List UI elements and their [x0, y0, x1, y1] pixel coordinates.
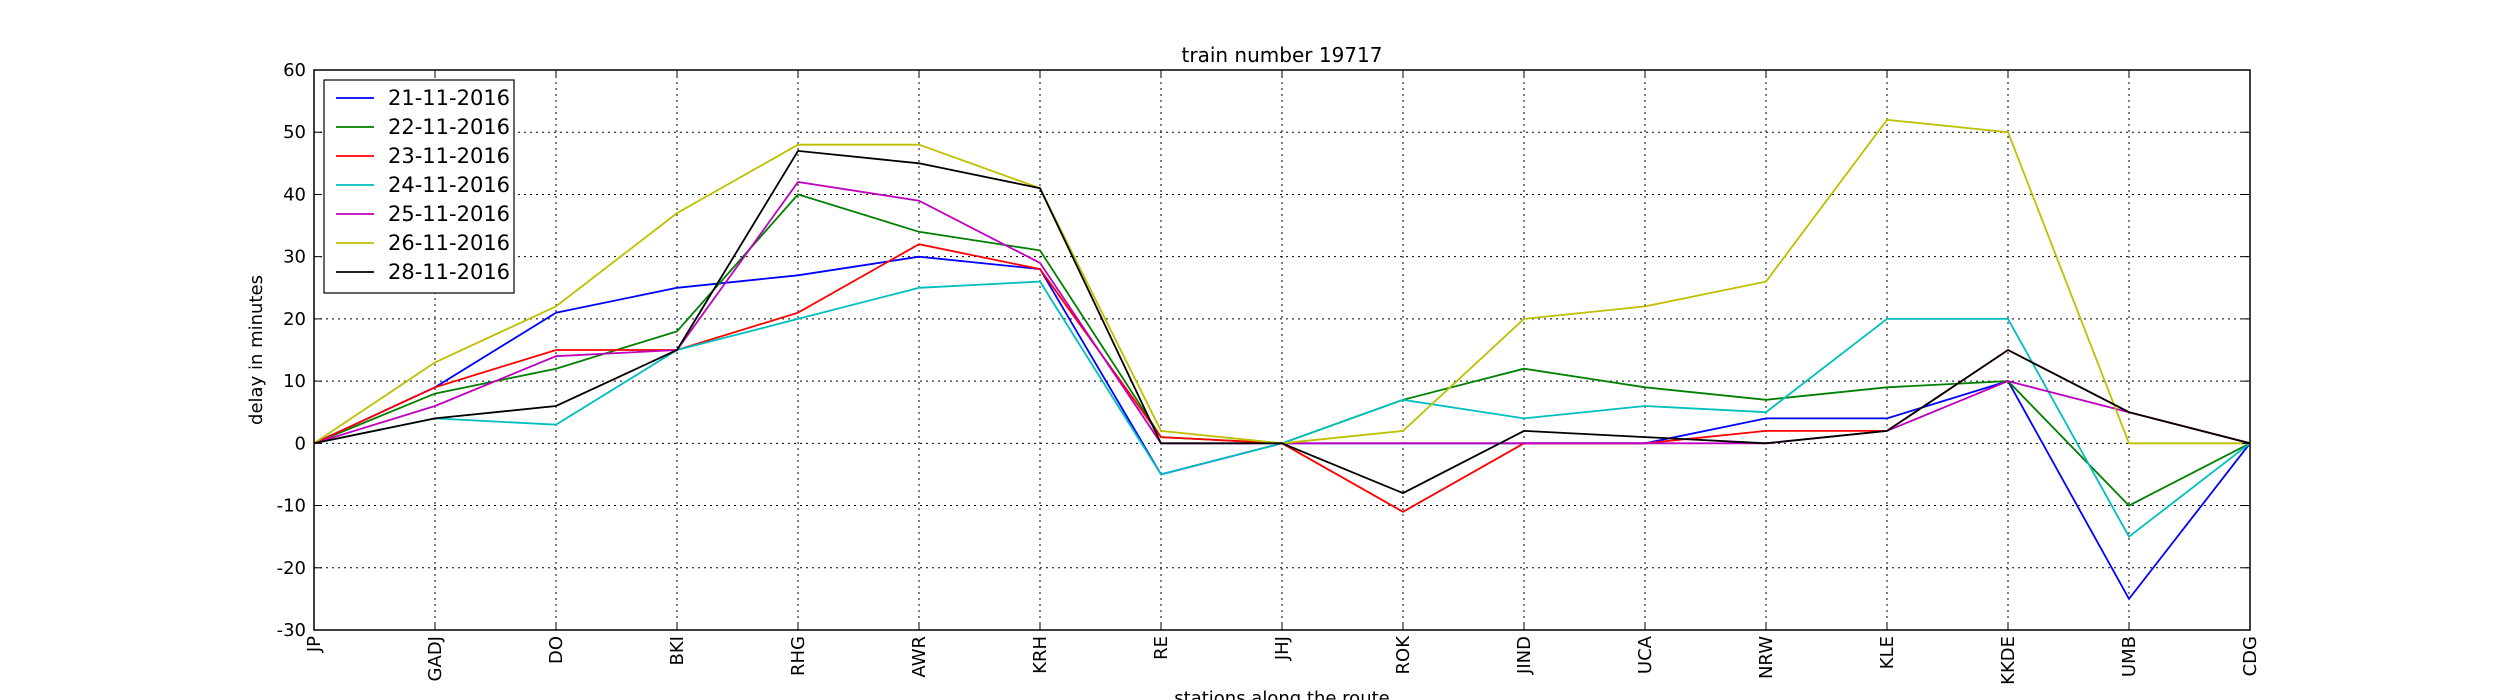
x-tick-label: KRH — [1030, 636, 1051, 674]
x-tick-label: DO — [546, 636, 567, 664]
y-tick-label: -20 — [277, 558, 306, 579]
y-tick-label: 40 — [283, 184, 306, 205]
x-tick-label: CDG — [2240, 636, 2261, 676]
legend-label: 25-11-2016 — [388, 202, 510, 226]
x-tick-label: NRW — [1756, 636, 1777, 679]
x-tick-label: JHJ — [1272, 636, 1293, 661]
x-tick-label: KKDE — [1998, 636, 2019, 685]
y-tick-label: 60 — [283, 60, 306, 81]
legend-frame — [323, 79, 515, 294]
legend-label: 22-11-2016 — [388, 115, 510, 139]
y-tick-label: 0 — [295, 433, 306, 454]
legend: 21-11-2016 22-11-2016 23-11-2016 24-11-2016… — [323, 79, 515, 294]
series-line-24-11-2016 — [313, 280, 2251, 539]
x-tick-label: JP — [304, 636, 325, 653]
x-tick-label: UMB — [2119, 636, 2140, 677]
x-tick-label: BKI — [667, 636, 688, 665]
y-axis-ticks: -30 -20 -10 0 10 20 30 40 50 60 — [277, 60, 2250, 641]
x-tick-label: KLE — [1877, 636, 1898, 669]
y-tick-label: -10 — [277, 496, 306, 517]
x-tick-label: UCA — [1635, 635, 1656, 674]
x-tick-label: GADJ — [425, 636, 446, 681]
x-tick-label: RHG — [788, 636, 809, 676]
legend-label: 28-11-2016 — [388, 260, 510, 284]
series-line-21-11-2016 — [313, 255, 2251, 601]
y-tick-label: 10 — [283, 371, 306, 392]
y-tick-label: 20 — [283, 309, 306, 330]
x-axis-label: stations along the route — [1174, 688, 1389, 700]
y-axis-label: delay in minutes — [246, 275, 267, 425]
chart-title: train number 19717 — [1182, 43, 1383, 67]
x-tick-label: JIND — [1514, 636, 1535, 675]
x-tick-label: ROK — [1393, 635, 1414, 675]
x-axis-ticks: JP GADJ DO BKI RHG AWR KRH RE JHJ ROK JIND UCA NRW KL… — [304, 70, 2261, 685]
legend-label: 26-11-2016 — [388, 231, 510, 255]
y-tick-label: 50 — [283, 122, 306, 143]
legend-label: 23-11-2016 — [388, 144, 510, 168]
x-tick-label: AWR — [909, 636, 930, 678]
series-lines — [313, 118, 2251, 601]
legend-label: 24-11-2016 — [388, 173, 510, 197]
series-line-28-11-2016 — [313, 149, 2251, 495]
legend-label: 21-11-2016 — [388, 86, 510, 110]
y-tick-label: 30 — [283, 247, 306, 268]
y-tick-label: -30 — [277, 620, 306, 641]
x-tick-label: RE — [1151, 636, 1172, 660]
